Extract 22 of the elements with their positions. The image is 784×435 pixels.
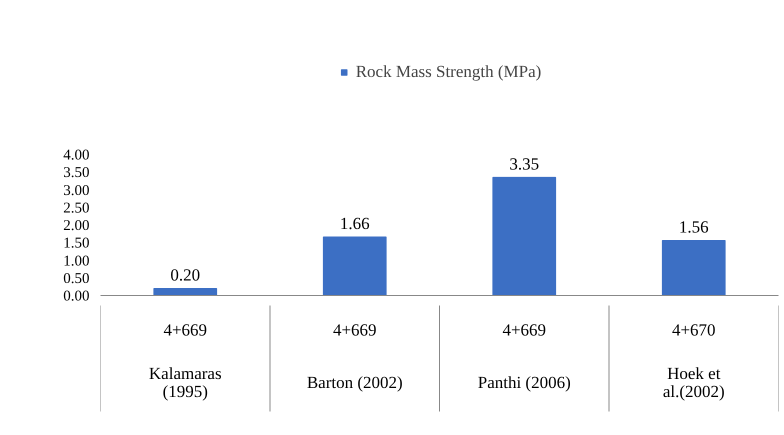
y-tick-label: 1.50 <box>63 236 90 252</box>
data-label: 1.56 <box>678 218 709 237</box>
y-tick-label: 1.00 <box>63 253 90 270</box>
data-label: 0.20 <box>170 265 200 284</box>
y-tick-label: 0.50 <box>63 270 90 287</box>
y-tick-label: 2.50 <box>63 200 90 216</box>
category-label: 4+670 Hoek et al.(2002) <box>662 320 725 401</box>
category-label: 4+669 Panthi (2006) <box>478 320 571 392</box>
bar <box>662 240 726 296</box>
y-tick-label: 0.00 <box>63 288 90 304</box>
bar <box>322 236 387 296</box>
category-label: 4+669 Barton (2002) <box>306 320 403 392</box>
data-label: 3.35 <box>509 154 540 174</box>
y-tick-label: 4.00 <box>63 148 90 164</box>
legend-label: Rock Mass Strength (MPa) <box>356 62 542 82</box>
bar <box>153 288 218 296</box>
y-tick-label: 3.00 <box>63 182 90 199</box>
category-label: 4+669 Kalamaras (1995) <box>148 320 222 401</box>
y-tick-label: 3.50 <box>63 165 90 182</box>
data-label: 1.66 <box>340 214 370 233</box>
bar <box>492 176 556 296</box>
y-tick-label: 2.00 <box>63 218 90 234</box>
